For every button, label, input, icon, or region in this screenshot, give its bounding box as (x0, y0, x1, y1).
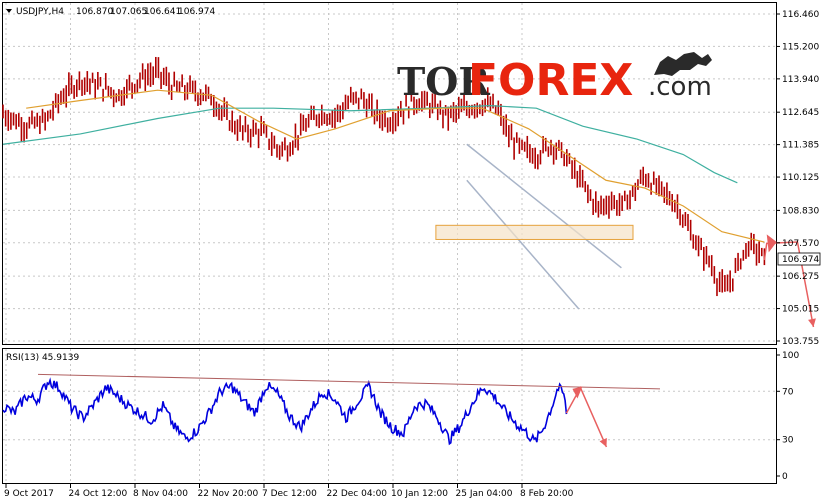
rsi-tick-label: 100 (782, 351, 799, 361)
price-forecast-arrow-head (808, 318, 816, 327)
price-tick-label: 106.275 (782, 272, 819, 282)
channel-lower-line (466, 179, 580, 310)
rsi-forecast-arrow-head (599, 438, 607, 447)
rsi-tick-label: 70 (782, 387, 794, 397)
price-tick-label: 115.200 (782, 42, 819, 52)
price-tick-label: 105.015 (782, 305, 819, 315)
price-tick-label: 108.830 (782, 206, 819, 216)
logo-text-forex: FOREX (468, 55, 633, 106)
price-forecast-arrow (763, 241, 815, 328)
current-price-label: 106.974 (782, 255, 819, 265)
chart-header: USDJPY,H4 106.870 107.065 106.641 106.97… (6, 7, 215, 17)
price-tick-label: 103.755 (782, 337, 819, 347)
torforex-logo: TOR FOREX .com (397, 52, 712, 106)
current-price-tag (777, 252, 821, 266)
rsi-header-label: RSI(13) 45.9139 (6, 353, 79, 363)
time-tick-label: 25 Jan 04:00 (456, 489, 513, 499)
price-tick-label: 107.570 (782, 239, 819, 249)
close-value: 106.974 (178, 7, 215, 17)
symbol-label: USDJPY,H4 (16, 7, 64, 17)
rsi-tick-label: 0 (782, 472, 788, 482)
open-value: 106.870 (76, 7, 113, 17)
time-tick-label: 10 Jan 12:00 (391, 489, 448, 499)
time-tick-label: 9 Oct 2017 (4, 489, 54, 499)
rsi-trend-line (37, 373, 661, 390)
logo-text-tor: TOR (397, 59, 490, 104)
price-tick-label: 110.125 (782, 173, 819, 183)
channel-upper-line (466, 143, 622, 269)
price-tick-label: 116.460 (782, 10, 819, 20)
time-tick-label: 24 Oct 12:00 (69, 489, 128, 499)
low-value: 106.641 (144, 7, 181, 17)
time-tick-label: 8 Nov 04:00 (133, 489, 188, 499)
logo-text-com: .com (648, 72, 712, 102)
fast-moving-average-line (26, 89, 765, 243)
price-pane (2, 2, 777, 345)
price-tick-label: 112.645 (782, 108, 819, 118)
high-value: 107.065 (110, 7, 147, 17)
time-tick-label: 8 Feb 20:00 (520, 489, 574, 499)
time-tick-label: 22 Dec 04:00 (327, 489, 388, 499)
rsi-tick-label: 30 (782, 436, 794, 446)
rsi-up-arrow-head (572, 386, 583, 399)
rsi-pane (2, 348, 777, 484)
resistance-zone (435, 224, 634, 240)
price-tick-label: 113.940 (782, 75, 819, 85)
time-tick-label: 22 Nov 20:00 (198, 489, 259, 499)
price-tick-label: 111.385 (782, 141, 819, 151)
time-tick-label: 7 Dec 12:00 (262, 489, 317, 499)
slow-moving-average-line (2, 105, 738, 184)
bull-icon (654, 52, 712, 76)
price-up-arrow-head (766, 234, 777, 253)
rsi-line (2, 377, 568, 446)
dropdown-triangle-icon (6, 9, 12, 13)
